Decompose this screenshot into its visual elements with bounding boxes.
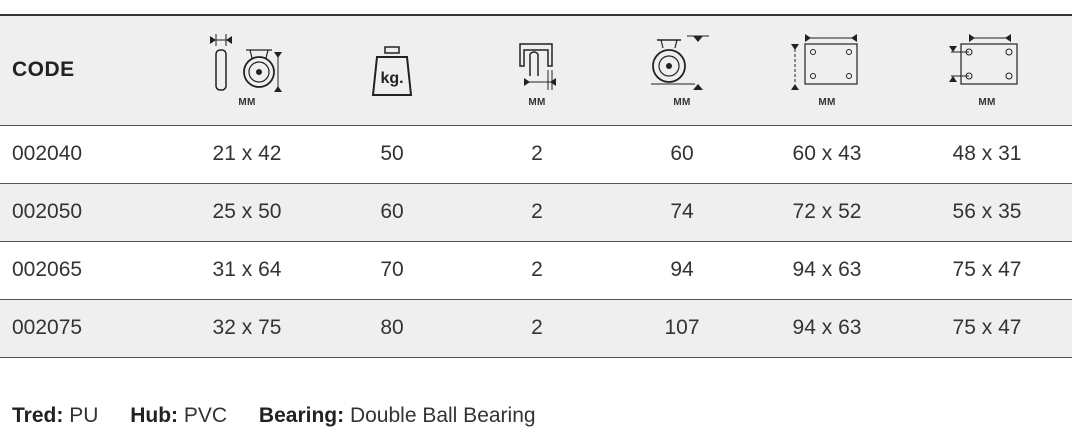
load-cell: 80 — [380, 316, 404, 339]
height-unit: MM — [673, 97, 691, 109]
code-cell: 002075 — [12, 316, 83, 339]
holes-unit: MM — [978, 97, 996, 109]
hub-spec: Hub: PVC — [130, 404, 233, 427]
plate-cell: 72 x 52 — [792, 200, 862, 223]
bracket-cell: 2 — [531, 316, 543, 339]
weight-icon-text: kg. — [380, 70, 403, 87]
wheel-header: MM — [172, 15, 322, 125]
hub-label: Hub: — [130, 404, 179, 427]
overall-height-icon — [651, 35, 709, 91]
code-header: CODE — [12, 58, 75, 82]
table-row: 002075 32 x 75 80 2 107 94 x 63 75 x 47 — [0, 299, 1072, 357]
tread-spec: Tred: PU — [12, 404, 104, 427]
wheel-cell: 32 x 75 — [212, 316, 282, 339]
load-cell: 60 — [380, 200, 404, 223]
wheel-width-diameter-icon — [210, 34, 282, 93]
code-cell: 002050 — [12, 200, 83, 223]
height-cell: 74 — [670, 200, 694, 223]
holes-header: MM — [902, 15, 1072, 125]
height-header: MM — [612, 15, 752, 125]
height-cell: 60 — [670, 142, 694, 165]
plate-cell: 94 x 63 — [792, 258, 862, 281]
height-cell: 107 — [664, 316, 700, 339]
table-row: 002065 31 x 64 70 2 94 94 x 63 75 x 47 — [0, 241, 1072, 299]
plate-unit: MM — [818, 97, 836, 109]
header-row: CODE — [0, 15, 1072, 125]
code-cell: 002065 — [12, 258, 83, 281]
bracket-cell: 2 — [531, 200, 543, 223]
plate-cell: 94 x 63 — [792, 316, 862, 339]
holes-cell: 48 x 31 — [952, 142, 1022, 165]
code-cell: 002040 — [12, 142, 83, 165]
load-header: kg. — [322, 15, 462, 125]
load-cell: 50 — [380, 142, 404, 165]
holes-cell: 75 x 47 — [952, 316, 1022, 339]
plate-header: MM — [752, 15, 902, 125]
bolt-hole-spacing-icon — [949, 34, 1018, 85]
wheel-cell: 31 x 64 — [212, 258, 282, 281]
holes-cell: 56 x 35 — [952, 200, 1022, 223]
tread-value: PU — [69, 404, 99, 427]
bracket-thickness-icon — [519, 43, 556, 91]
load-weight-icon: kg. — [371, 46, 413, 97]
bracket-cell: 2 — [531, 258, 543, 281]
bearing-label: Bearing: — [258, 404, 345, 427]
bracket-cell: 2 — [531, 142, 543, 165]
wheel-cell: 25 x 50 — [212, 200, 282, 223]
wheel-cell: 21 x 42 — [212, 142, 282, 165]
bearing-value: Double Ball Bearing — [349, 404, 536, 427]
spec-footer: Tred: PU Hub: PVC Bearing: Double Ball B… — [12, 404, 562, 428]
table-row: 002050 25 x 50 60 2 74 72 x 52 56 x 35 — [0, 183, 1072, 241]
bearing-spec: Bearing: Double Ball Bearing — [259, 404, 536, 427]
hub-value: PVC — [183, 404, 228, 427]
load-cell: 70 — [380, 258, 404, 281]
bracket-unit: MM — [528, 97, 546, 109]
table-row: 002040 21 x 42 50 2 60 60 x 43 48 x 31 — [0, 125, 1072, 183]
plate-cell: 60 x 43 — [792, 142, 862, 165]
tread-label: Tred: — [12, 404, 64, 427]
top-plate-size-icon — [791, 34, 858, 91]
spec-table: CODE — [0, 14, 1072, 358]
height-cell: 94 — [670, 258, 694, 281]
holes-cell: 75 x 47 — [952, 258, 1022, 281]
bracket-header: MM — [462, 15, 612, 125]
wheel-unit: MM — [238, 97, 256, 109]
